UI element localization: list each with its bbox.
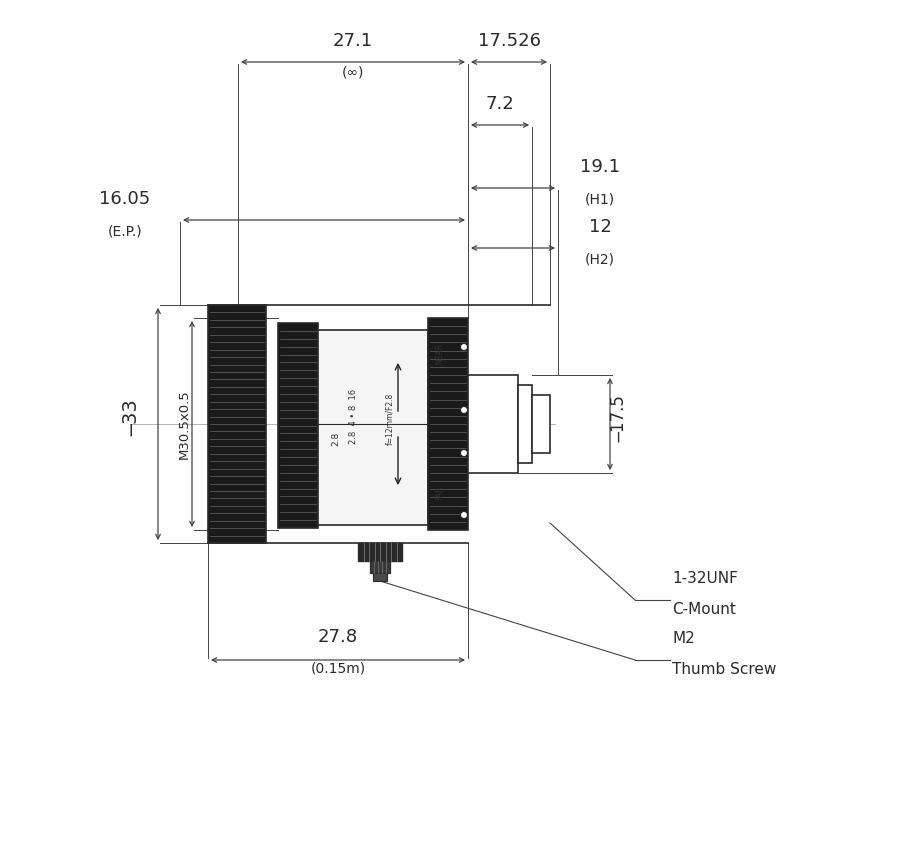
Bar: [278, 323, 318, 528]
Text: 16.05: 16.05: [100, 190, 151, 208]
Text: 27.1: 27.1: [333, 32, 373, 50]
Bar: [428, 318, 468, 530]
Text: FAR: FAR: [436, 486, 445, 500]
Text: Thumb Screw: Thumb Screw: [672, 662, 777, 677]
Bar: [318, 330, 428, 525]
Text: M2: M2: [672, 631, 695, 646]
Text: ̶33: ̶33: [135, 412, 154, 436]
Bar: [370, 561, 390, 573]
Text: (H1): (H1): [585, 192, 615, 206]
Bar: [468, 375, 518, 473]
Bar: [373, 573, 387, 581]
Circle shape: [461, 344, 468, 350]
Text: C-Mount: C-Mount: [672, 602, 735, 617]
Text: 7.2: 7.2: [486, 95, 515, 113]
Text: 1-32UNF: 1-32UNF: [672, 571, 738, 586]
Circle shape: [461, 407, 468, 414]
Text: 2.8  4 • 8  16: 2.8 4 • 8 16: [348, 388, 357, 444]
Bar: [358, 543, 402, 561]
Text: M30.5x0.5: M30.5x0.5: [178, 389, 190, 459]
Bar: [208, 305, 266, 543]
Text: 19.1: 19.1: [580, 158, 620, 176]
Bar: [532, 395, 550, 453]
Circle shape: [461, 511, 468, 518]
Text: 27.8: 27.8: [318, 628, 358, 646]
Text: (E.P.): (E.P.): [108, 224, 142, 238]
Text: (0.15m): (0.15m): [311, 662, 365, 676]
Text: ̶17.5: ̶17.5: [621, 406, 639, 442]
Text: (∞): (∞): [342, 65, 365, 79]
Text: 17.526: 17.526: [478, 32, 541, 50]
Text: 2.8: 2.8: [331, 432, 340, 446]
Text: 12: 12: [588, 218, 612, 236]
Bar: [518, 385, 532, 463]
Text: NEAR: NEAR: [436, 343, 445, 364]
Text: (H2): (H2): [585, 252, 615, 266]
Text: f=12mm/F2.8: f=12mm/F2.8: [385, 392, 394, 445]
Circle shape: [461, 450, 468, 457]
